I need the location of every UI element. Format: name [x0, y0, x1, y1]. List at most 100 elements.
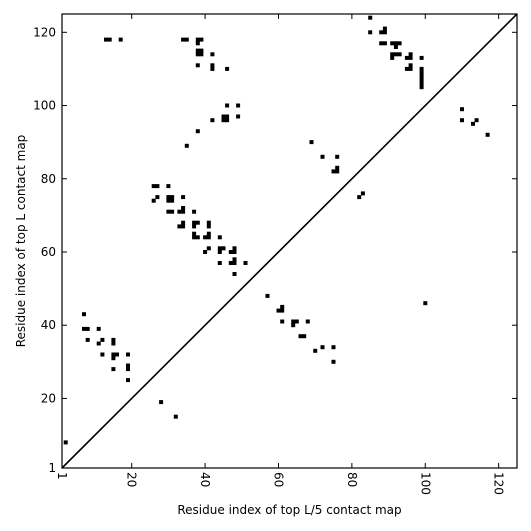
contact-point: [408, 66, 413, 71]
contact-point: [181, 195, 186, 200]
contact-point: [225, 103, 230, 108]
y-tick-label: 40: [41, 318, 56, 332]
x-tick-label: 80: [345, 472, 359, 487]
contact-point: [166, 198, 171, 203]
contact-point: [228, 261, 233, 265]
contact-point: [335, 154, 340, 159]
contact-point: [126, 352, 130, 357]
x-tick-label: 40: [198, 472, 212, 487]
contact-point: [217, 261, 222, 265]
contact-point: [111, 337, 116, 342]
contact-point: [217, 246, 222, 251]
contact-point: [210, 63, 215, 68]
contact-point: [320, 345, 325, 350]
contact-point: [419, 81, 424, 86]
contact-point: [294, 319, 299, 324]
contact-point: [111, 341, 116, 346]
contact-point: [181, 209, 186, 214]
data-points: [63, 15, 490, 445]
y-tick-label: 60: [41, 245, 56, 259]
y-tick-label: 100: [33, 99, 56, 113]
contact-point: [397, 52, 402, 57]
contact-point: [404, 55, 409, 60]
contact-point: [192, 224, 197, 229]
contact-point: [331, 345, 336, 350]
contact-point: [382, 30, 387, 35]
contact-point: [390, 52, 395, 57]
contact-point: [419, 74, 424, 79]
contact-point: [210, 118, 215, 123]
contact-point: [126, 363, 130, 368]
contact-point: [166, 209, 171, 214]
contact-point: [331, 359, 336, 364]
contact-point: [232, 246, 237, 251]
contact-point: [192, 231, 197, 236]
contact-point: [232, 250, 237, 254]
contact-point: [192, 220, 197, 225]
contact-point: [181, 220, 186, 225]
contact-point: [419, 66, 424, 71]
contact-point: [291, 323, 296, 328]
contact-point: [390, 41, 395, 46]
contact-point: [206, 231, 211, 236]
contact-point: [199, 48, 204, 53]
contact-point: [474, 118, 479, 123]
contact-point: [181, 224, 186, 229]
contact-point: [408, 63, 413, 68]
contact-point: [63, 440, 68, 445]
contact-point: [236, 103, 241, 108]
y-tick-label: 20: [41, 391, 56, 405]
contact-point: [217, 235, 222, 240]
contact-point: [206, 224, 211, 229]
contact-point: [184, 143, 189, 148]
contact-point: [203, 250, 208, 254]
contact-point: [419, 70, 424, 75]
contact-point: [155, 184, 160, 189]
contact-point: [195, 52, 200, 57]
contact-point: [206, 235, 211, 240]
contact-point: [96, 326, 101, 331]
contact-point: [382, 26, 387, 31]
contact-point: [320, 154, 325, 159]
contact-point: [203, 235, 208, 240]
contact-point: [210, 52, 215, 57]
contact-point: [335, 169, 340, 174]
contact-point: [382, 41, 387, 46]
contact-point: [195, 129, 200, 134]
contact-point: [82, 312, 86, 317]
contact-point: [404, 66, 409, 71]
contact-point: [232, 257, 237, 262]
contact-point: [85, 326, 90, 331]
contact-point: [357, 195, 362, 200]
contact-point: [155, 195, 160, 200]
contact-point: [379, 41, 384, 46]
contact-point: [151, 184, 156, 189]
contact-point: [221, 114, 226, 119]
x-tick-label: 20: [125, 472, 139, 487]
contact-point: [111, 352, 116, 357]
contact-point: [368, 15, 373, 20]
contact-point: [126, 367, 130, 372]
x-axis-ticks: 1 20 40 60 80 100 120: [55, 14, 506, 495]
contact-point: [397, 41, 402, 46]
contact-point: [199, 52, 204, 57]
contact-point: [419, 85, 424, 90]
contact-point: [360, 191, 365, 196]
contact-point: [419, 55, 424, 60]
contact-point: [280, 319, 285, 324]
y-axis-label: Residue index of top L contact map: [14, 135, 28, 348]
contact-point: [460, 107, 464, 112]
contact-point: [195, 220, 200, 225]
contact-point: [195, 37, 200, 42]
y-tick-label: 80: [41, 172, 56, 186]
contact-point: [181, 206, 186, 210]
contact-point: [107, 37, 112, 42]
x-tick-label: 120: [492, 472, 506, 495]
contact-point: [195, 41, 200, 46]
contact-point: [276, 308, 281, 313]
contact-point: [291, 319, 296, 324]
contact-point: [368, 30, 373, 35]
contact-point: [302, 334, 307, 339]
contact-point: [221, 118, 226, 123]
